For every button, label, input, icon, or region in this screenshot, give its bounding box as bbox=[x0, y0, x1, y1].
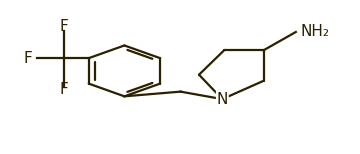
Text: F: F bbox=[23, 51, 32, 66]
Text: NH₂: NH₂ bbox=[300, 24, 329, 39]
Text: N: N bbox=[217, 92, 228, 107]
Text: F: F bbox=[59, 19, 68, 34]
Text: F: F bbox=[59, 82, 68, 97]
